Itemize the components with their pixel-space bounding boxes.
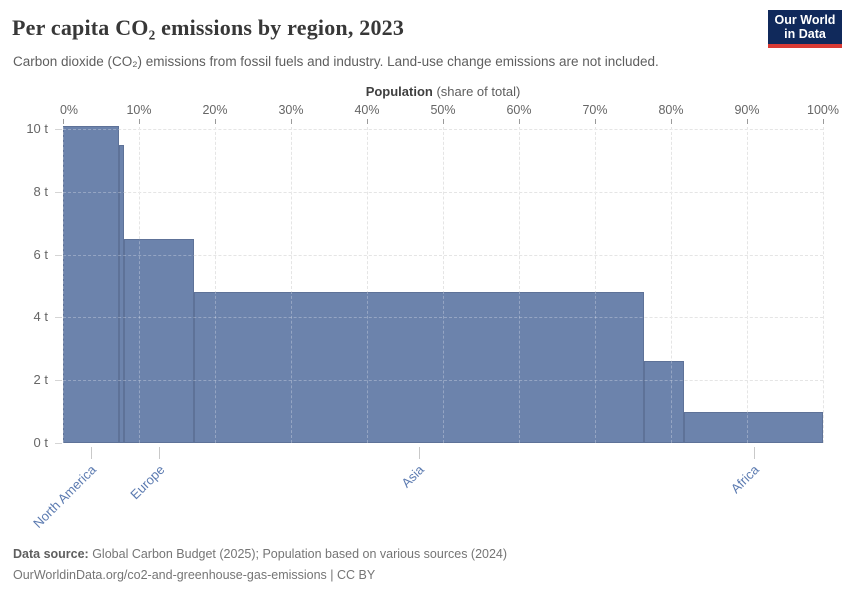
x-tick-label: 0%: [59, 103, 79, 117]
x-axis-title-bold: Population: [365, 84, 433, 99]
gridline-overlay: [63, 129, 823, 130]
region-label-europe: Europe: [127, 462, 168, 503]
region-label-connector: [90, 447, 92, 459]
gridline: [291, 127, 292, 443]
region-label-africa: Africa: [727, 462, 763, 497]
x-axis-title-rest: (share of total): [432, 84, 521, 99]
gridline: [595, 127, 596, 443]
footer-data-source-text: Global Carbon Budget (2025); Population …: [88, 547, 508, 561]
gridline: [367, 127, 368, 443]
y-tick-label: 8 t: [33, 183, 48, 199]
gridline: [215, 127, 216, 443]
x-tickmark: [63, 119, 64, 124]
gridline: [519, 127, 520, 443]
gridline: [63, 254, 823, 256]
x-tickmark: [215, 119, 216, 124]
y-tickmark: [55, 443, 62, 444]
region-label-connector: [418, 447, 420, 459]
owid-logo-line2: in Data: [784, 27, 826, 41]
x-tick-label: 70%: [582, 103, 608, 117]
gridline-overlay: [823, 127, 824, 443]
bar-oceania[interactable]: [118, 144, 124, 443]
x-axis-title: Population (share of total): [63, 84, 823, 99]
gridline-overlay: [215, 127, 216, 443]
x-tickmark: [291, 119, 292, 124]
x-tickmark: [367, 119, 368, 124]
y-tick-label: 10 t: [26, 121, 48, 136]
y-tickmark: [55, 317, 62, 319]
gridline-overlay: [443, 127, 444, 443]
gridline-overlay: [139, 127, 140, 443]
y-tickmark: [55, 380, 62, 382]
region-label-connector: [753, 447, 755, 459]
footer-data-source-label: Data source:: [13, 547, 89, 561]
x-tickmark: [747, 119, 748, 124]
gridline: [823, 127, 824, 443]
region-label-asia: Asia: [398, 462, 428, 491]
x-tickmark: [595, 119, 596, 124]
y-tickmark: [55, 191, 62, 193]
gridline-overlay: [595, 127, 596, 443]
chart-subtitle: Carbon dioxide (CO₂) emissions from foss…: [13, 54, 659, 69]
bar-europe[interactable]: [123, 238, 194, 443]
x-tick-label: 80%: [658, 103, 684, 117]
x-tick-label: 20%: [202, 103, 228, 117]
y-tick-label: 6 t: [33, 246, 48, 262]
bar-asia[interactable]: [193, 292, 644, 443]
gridline: [63, 129, 823, 130]
gridline-overlay: [291, 127, 292, 443]
region-label-north-america: North America: [30, 462, 100, 531]
y-tickmark: [55, 254, 62, 256]
x-tick-label: 60%: [506, 103, 532, 117]
x-tick-label: 30%: [278, 103, 304, 117]
gridline-overlay: [747, 127, 748, 443]
x-tick-label: 40%: [354, 103, 380, 117]
gridline-overlay: [519, 127, 520, 443]
x-tickmark: [139, 119, 140, 124]
x-tickmark: [671, 119, 672, 124]
bar-south-america[interactable]: [643, 361, 684, 443]
gridline: [747, 127, 748, 443]
x-tick-label: 90%: [734, 103, 760, 117]
gridline-overlay: [671, 127, 672, 443]
y-tickmark: [55, 129, 62, 130]
chart-title: Per capita CO₂ emissions by region, 2023: [12, 15, 405, 40]
gridline: [63, 191, 823, 193]
bar-africa[interactable]: [683, 411, 823, 443]
x-tick-label: 10%: [126, 103, 152, 117]
gridline-overlay: [63, 380, 823, 382]
y-tick-label: 0 t: [33, 435, 48, 450]
bar-north-america[interactable]: [63, 125, 119, 443]
footer-data-source: Data source: Global Carbon Budget (2025)…: [13, 547, 833, 561]
gridline: [443, 127, 444, 443]
x-tickmark: [519, 119, 520, 124]
gridline-overlay: [63, 191, 823, 193]
x-tick-label: 50%: [430, 103, 456, 117]
gridline-overlay: [63, 127, 64, 443]
footer-link: OurWorldinData.org/co2-and-greenhouse-ga…: [13, 568, 376, 582]
owid-logo-line1: Our World: [774, 13, 836, 27]
owid-logo: Our World in Data: [768, 10, 842, 48]
gridline-overlay: [367, 127, 368, 443]
gridline-overlay: [63, 317, 823, 319]
x-tickmark: [823, 119, 824, 124]
gridline: [671, 127, 672, 443]
gridline-overlay: [63, 254, 823, 256]
y-tick-label: 2 t: [33, 372, 48, 388]
y-tick-label: 4 t: [33, 309, 48, 325]
x-tickmark: [443, 119, 444, 124]
region-label-connector: [158, 447, 160, 459]
x-tick-label: 100%: [807, 103, 839, 117]
